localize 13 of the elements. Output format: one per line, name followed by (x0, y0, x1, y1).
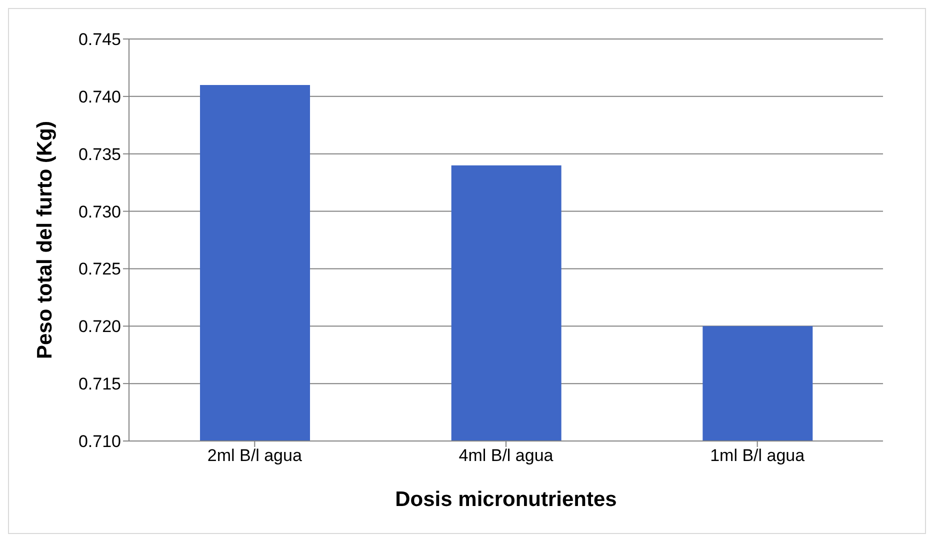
y-tick-label: 0.735 (78, 144, 121, 164)
x-axis-title: Dosis micronutrientes (395, 488, 617, 511)
x-tick-label: 4ml B/l agua (458, 446, 554, 466)
y-tick-label: 0.725 (78, 260, 121, 279)
x-tick-label: 2ml B/l agua (207, 446, 302, 466)
y-tick-label: 0.745 (78, 30, 121, 50)
y-tick-label: 0.740 (78, 87, 121, 106)
y-tick-label: 0.715 (78, 374, 121, 394)
y-tick-label: 0.730 (78, 202, 121, 222)
y-axis-title: Peso total del furto (Kg) (33, 121, 56, 359)
y-tick-label: 0.720 (78, 317, 121, 336)
x-tick-label: 1ml B/l agua (710, 446, 806, 466)
y-tick-label: 0.710 (78, 432, 121, 452)
